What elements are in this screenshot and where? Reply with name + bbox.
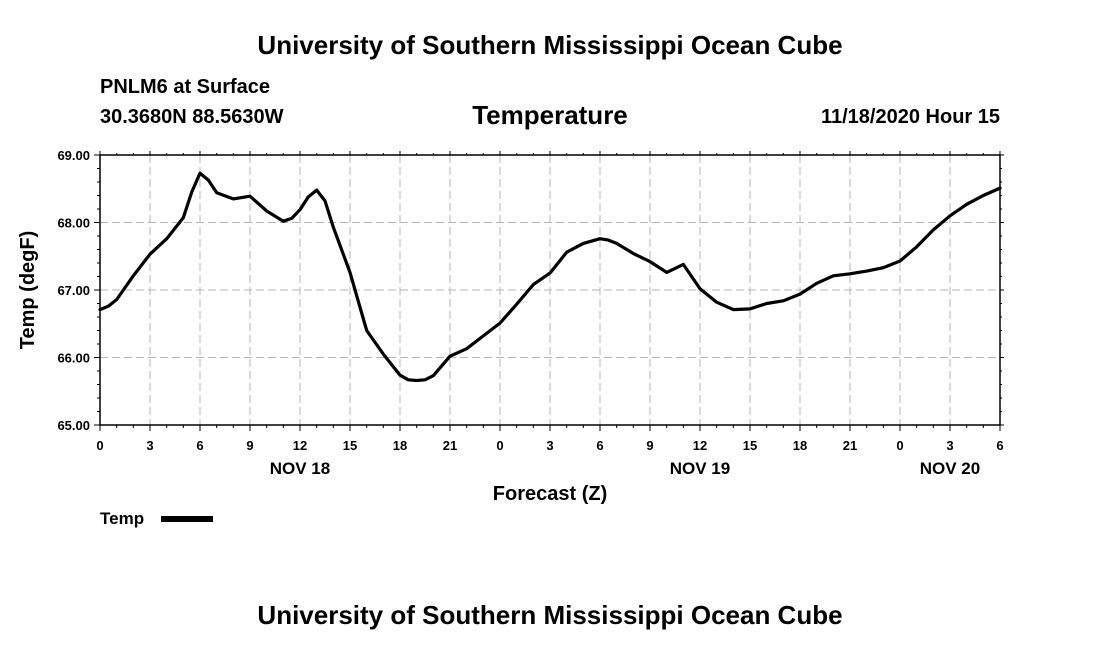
- station-label: PNLM6 at Surface: [100, 76, 271, 98]
- x-tick-label: 0: [496, 438, 503, 453]
- x-tick-label: 3: [946, 438, 953, 453]
- footer-title: University of Southern Mississippi Ocean…: [257, 600, 843, 630]
- coordinates-label: 30.3680N 88.5630W: [100, 106, 284, 128]
- x-tick-label: 12: [693, 438, 707, 453]
- x-tick-label: 18: [393, 438, 407, 453]
- x-tick-label: 21: [443, 438, 457, 453]
- day-labels: NOV 18 NOV 19 NOV 20: [270, 459, 980, 478]
- axis-ticks: [94, 151, 1004, 431]
- x-tick-label: 9: [646, 438, 653, 453]
- chart-title: Temperature: [472, 100, 628, 130]
- x-tick-label: 3: [146, 438, 153, 453]
- x-tick-label: 12: [293, 438, 307, 453]
- y-tick-label: 66.00: [57, 351, 90, 366]
- x-tick-label: 18: [793, 438, 807, 453]
- y-tick-label: 65.00: [57, 418, 90, 433]
- legend-label: Temp: [100, 509, 145, 528]
- x-tick-label: 9: [246, 438, 253, 453]
- temp-series-line: [98, 171, 1002, 383]
- y-tick-labels: 65.00 66.00 67.00 68.00 69.00: [57, 148, 90, 433]
- grid-lines: [100, 155, 1000, 425]
- day-label: NOV 18: [270, 459, 330, 478]
- x-tick-label: 15: [343, 438, 357, 453]
- x-tick-label: 21: [843, 438, 857, 453]
- y-tick-label: 69.00: [57, 148, 90, 163]
- y-tick-label: 67.00: [57, 283, 90, 298]
- day-label: NOV 19: [670, 459, 730, 478]
- header-title: University of Southern Mississippi Ocean…: [257, 30, 843, 60]
- x-tick-labels: 0 3 6 9 12 15 18 21 0 3 6 9 12 15 18 21 0 3 6: [96, 438, 1003, 453]
- x-tick-label: 15: [743, 438, 757, 453]
- x-tick-label: 3: [546, 438, 553, 453]
- x-tick-label: 6: [596, 438, 603, 453]
- x-axis-label: Forecast (Z): [493, 483, 607, 505]
- y-tick-label: 68.00: [57, 216, 90, 231]
- x-tick-label: 6: [196, 438, 203, 453]
- x-tick-label: 0: [896, 438, 903, 453]
- x-tick-label: 6: [996, 438, 1003, 453]
- x-tick-label: 0: [96, 438, 103, 453]
- day-label: NOV 20: [920, 459, 980, 478]
- forecast-datetime: 11/18/2020 Hour 15: [820, 106, 1000, 128]
- legend-swatch: [161, 516, 213, 522]
- y-axis-label: Temp (degF): [17, 231, 39, 350]
